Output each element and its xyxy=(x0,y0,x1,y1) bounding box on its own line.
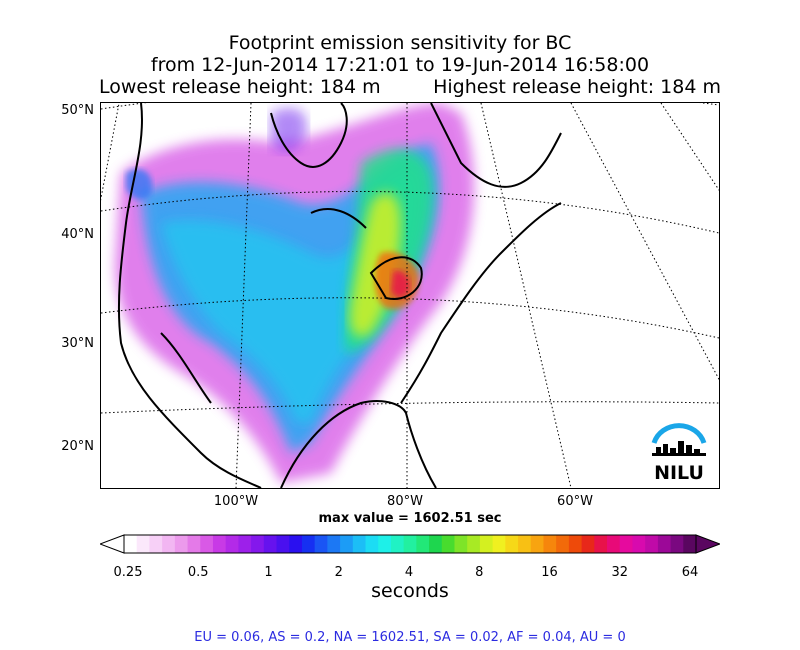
lon-label-80w: 80°W xyxy=(387,494,423,509)
colorbar-segment xyxy=(619,535,634,553)
plot-time-range: from 12-Jun-2014 17:21:01 to 19-Jun-2014… xyxy=(150,54,650,76)
colorbar-segments xyxy=(124,535,697,553)
colorbar-tick-label: 64 xyxy=(681,565,699,580)
colorbar-segment xyxy=(212,535,227,553)
colorbar-segment xyxy=(441,535,456,553)
colorbar-tick-label: 32 xyxy=(611,565,629,580)
plot-title: Footprint emission sensitivity for BC xyxy=(228,32,572,54)
colorbar-segment xyxy=(670,535,684,553)
lat-label-30: 30°N xyxy=(61,336,94,351)
colorbar-segment xyxy=(581,535,595,553)
lat-label-40: 40°N xyxy=(61,227,94,242)
colorbar-segment xyxy=(530,535,545,553)
lat-label-20: 20°N xyxy=(61,439,94,454)
colorbar-segment xyxy=(162,535,176,553)
colorbar-segment xyxy=(683,535,697,553)
colorbar-segment xyxy=(416,535,430,553)
lowest-release-height: Lowest release height: 184 m xyxy=(99,76,381,98)
max-value-label: max value = 1602.51 sec xyxy=(318,511,502,526)
colorbar-segment xyxy=(467,535,481,553)
colorbar-segment xyxy=(225,535,239,553)
colorbar-segment xyxy=(378,535,392,553)
colorbar-tick-label: 0.25 xyxy=(113,565,143,580)
sensitivity-field xyxy=(115,103,475,483)
colorbar-segment xyxy=(340,535,354,553)
colorbar-tick-label: 2 xyxy=(334,565,343,580)
colorbar-segment xyxy=(327,535,341,553)
lat-label-50: 50°N xyxy=(61,103,94,118)
coastlines xyxy=(117,103,562,488)
colorbar-segment xyxy=(607,535,621,553)
colorbar-segment xyxy=(518,535,532,553)
logo-text: NILU xyxy=(654,462,704,484)
colorbar-segment xyxy=(187,535,201,553)
colorbar xyxy=(100,534,720,554)
colorbar-segment xyxy=(390,535,405,553)
colorbar-tick-label: 4 xyxy=(404,565,414,580)
colorbar-units: seconds xyxy=(371,580,449,602)
map-canvas: NILU xyxy=(101,103,719,488)
colorbar-segment xyxy=(314,535,328,553)
colorbar-tick-label: 1 xyxy=(264,565,273,580)
colorbar-segment xyxy=(276,535,290,553)
colorbar-max-extension xyxy=(695,534,720,554)
colorbar-segment xyxy=(136,535,151,553)
colorbar-segment xyxy=(174,535,189,553)
colorbar-segment xyxy=(365,535,379,553)
colorbar-segment xyxy=(543,535,557,553)
lon-label-100w: 100°W xyxy=(213,494,259,509)
colorbar-segment xyxy=(492,535,506,553)
colorbar-tick-label: 8 xyxy=(475,565,484,580)
colorbar-segment xyxy=(657,535,672,553)
regional-summary: EU = 0.06, AS = 0.2, NA = 1602.51, SA = … xyxy=(194,630,626,645)
colorbar-segment xyxy=(251,535,265,553)
colorbar-segment xyxy=(200,535,214,553)
colorbar-segment xyxy=(263,535,278,553)
colorbar-segment xyxy=(301,535,316,553)
colorbar-segment xyxy=(645,535,659,553)
highest-release-height: Highest release height: 184 m xyxy=(433,76,721,98)
colorbar-segment xyxy=(454,535,468,553)
colorbar-segment xyxy=(149,535,163,553)
colorbar-segment xyxy=(352,535,367,553)
footprint-map: NILU xyxy=(100,102,720,489)
colorbar-segment xyxy=(479,535,494,553)
colorbar-segment xyxy=(556,535,570,553)
colorbar-segment xyxy=(632,535,646,553)
colorbar-segment xyxy=(594,535,608,553)
lon-label-60w: 60°W xyxy=(557,494,593,509)
colorbar-tick-label: 16 xyxy=(541,565,558,580)
colorbar-segment xyxy=(505,535,519,553)
colorbar-segment xyxy=(238,535,252,553)
nilu-logo: NILU xyxy=(651,423,707,484)
colorbar-segment xyxy=(403,535,417,553)
colorbar-segment xyxy=(429,535,443,553)
colorbar-segment xyxy=(124,535,138,553)
colorbar-min-extension xyxy=(100,534,125,554)
colorbar-segment xyxy=(289,535,303,553)
colorbar-segment xyxy=(568,535,583,553)
colorbar-tick-label: 0.5 xyxy=(187,565,209,580)
